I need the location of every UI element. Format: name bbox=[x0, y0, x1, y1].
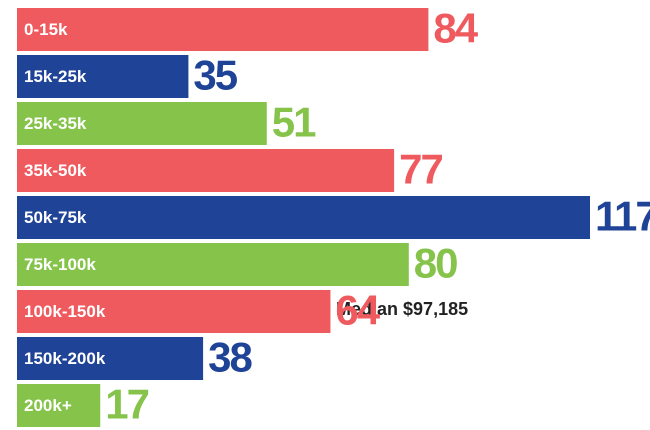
category-label: 150k-200k bbox=[24, 349, 106, 368]
value-label: 38 bbox=[208, 334, 252, 381]
bar bbox=[17, 55, 189, 98]
bar bbox=[17, 8, 429, 51]
bar bbox=[17, 149, 395, 192]
bar bbox=[17, 102, 267, 145]
category-label: 200k+ bbox=[24, 396, 72, 415]
category-label: 15k-25k bbox=[24, 67, 87, 86]
category-label: 35k-50k bbox=[24, 161, 87, 180]
value-label: 51 bbox=[272, 99, 316, 146]
value-label: 84 bbox=[433, 5, 478, 52]
category-label: 0-15k bbox=[24, 20, 68, 39]
category-label: 75k-100k bbox=[24, 255, 96, 274]
bar bbox=[17, 384, 101, 427]
value-label: 35 bbox=[193, 52, 237, 99]
bar bbox=[17, 337, 204, 380]
value-label: 80 bbox=[414, 240, 457, 287]
bar bbox=[17, 290, 331, 333]
category-label: 100k-150k bbox=[24, 302, 106, 321]
category-label: 50k-75k bbox=[24, 208, 87, 227]
bar bbox=[17, 196, 590, 239]
value-label: 77 bbox=[399, 146, 442, 193]
bar bbox=[17, 243, 409, 286]
value-label: 64 bbox=[335, 287, 380, 334]
category-label: 25k-35k bbox=[24, 114, 87, 133]
value-label: 117 bbox=[595, 193, 650, 240]
value-label: 17 bbox=[105, 381, 148, 428]
